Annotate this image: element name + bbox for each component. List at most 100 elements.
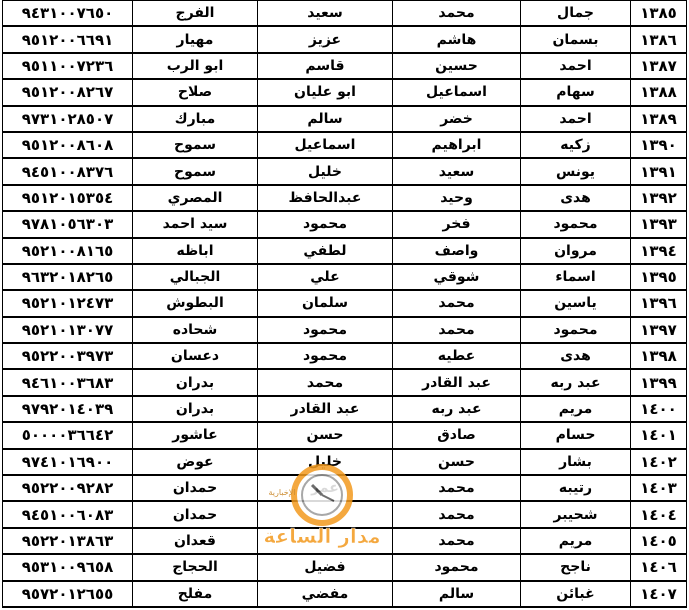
family-name-cell: دعسان [132, 342, 258, 371]
father-name-cell: محمد [392, 500, 521, 529]
first-name-cell: يونس [520, 157, 631, 186]
table-row: ١٣٩٤ مروان واصف لطفي اباظه ٩٥٢١٠٠٨١٦٥ [2, 237, 687, 265]
family-name-cell: عوض [132, 448, 258, 477]
family-name-cell: مبارك [132, 105, 258, 133]
id-number-cell: ٩٤٣١٠٠٧٦٥٠ [2, 0, 133, 28]
grandfather-name-cell: خليل [257, 157, 393, 186]
id-number-cell: ٩٥٢٢٠١٣٨٦٣ [2, 527, 133, 556]
family-name-cell: سموح [132, 131, 258, 160]
id-number-cell: ٩٥٢٢٠٠٩٢٨٢ [2, 474, 133, 503]
id-number-cell: ٩٧٤١٠١٦٩٠٠ [2, 448, 133, 477]
table-row: ١٣٩٣ محمود فخر محمود سيد احمد ٩٧٨١٠٥٦٣٠٣ [2, 210, 687, 239]
watermark-subtext: الإخبارية [269, 488, 296, 498]
watermark-logo: مدار الساعة الإخبارية [263, 464, 381, 548]
first-name-cell: بسمان [520, 25, 631, 54]
father-name-cell: هاشم [392, 25, 521, 54]
row-number-cell: ١٤٠٣ [630, 474, 687, 503]
family-name-cell: سموح [132, 157, 258, 186]
table-row: ١٣٨٧ احمد حسين قاسم ابو الرب ٩٥١١٠٠٧٢٣٦ [2, 52, 687, 81]
grandfather-name-cell: علي [257, 263, 393, 292]
row-number-cell: ١٤٠٦ [630, 553, 687, 582]
id-number-cell: ٩٥١٢٠١٥٣٥٤ [2, 184, 133, 213]
first-name-cell: مريم [520, 527, 631, 556]
family-name-cell: حمدان [132, 500, 258, 529]
first-name-cell: هدى [520, 184, 631, 213]
table-row: ١٤٠٠ مريم عبد ربه عبد القادر بدران ٩٧٩٢٠١٤٠٣٩ [2, 395, 687, 424]
grandfather-name-cell: محمود [257, 316, 393, 345]
father-name-cell: محمد [392, 474, 521, 503]
table-row: ١٣٨٩ احمد خضر سالم مبارك ٩٧٣١٠٢٨٥٠٧ [2, 105, 687, 133]
table-row: ١٣٩٠ زكيه ابراهيم اسماعيل سموح ٩٥١٢٠٠٨٦٠٨ [2, 131, 687, 160]
row-number-cell: ١٣٨٥ [630, 0, 687, 28]
first-name-cell: هدى [520, 342, 631, 371]
id-number-cell: ٩٧٣١٠٢٨٥٠٧ [2, 105, 133, 133]
father-name-cell: عبد القادر [392, 368, 521, 397]
first-name-cell: ناجح [520, 553, 631, 582]
grandfather-name-cell: محمود [257, 342, 393, 371]
father-name-cell: محمد [392, 289, 521, 318]
id-number-cell: ٩٧٩٢٠١٤٠٣٩ [2, 395, 133, 424]
father-name-cell: خضر [392, 105, 521, 133]
table-row: ١٣٩٩ عبد ربه عبد القادر محمد بدران ٩٤٦١٠٠٣٦٨٣ [2, 368, 687, 397]
family-name-cell: الفرج [132, 0, 258, 28]
table-row: ١٣٨٨ سهام اسماعيل ابو عليان صلاح ٩٥١٢٠٠٨٢٦٧ [2, 78, 687, 107]
grandfather-name-cell: سلمان [257, 289, 393, 318]
row-number-cell: ١٣٩٦ [630, 289, 687, 318]
father-name-cell: فخر [392, 210, 521, 239]
father-name-cell: محمود [392, 553, 521, 582]
row-number-cell: ١٤٠٧ [630, 580, 687, 608]
row-number-cell: ١٤٠٠ [630, 395, 687, 424]
id-number-cell: ٩٥١٢٠٠٨٦٠٨ [2, 131, 133, 160]
row-number-cell: ١٣٨٧ [630, 52, 687, 81]
row-number-cell: ١٤٠٤ [630, 500, 687, 529]
family-name-cell: صلاح [132, 78, 258, 107]
id-number-cell: ٥٠٠٠٠٣٦٦٤٢ [2, 421, 133, 450]
first-name-cell: بشار [520, 448, 631, 477]
id-number-cell: ٩٥١٢٠٠٨٢٦٧ [2, 78, 133, 107]
table-row: ١٤٠٥ مريم محمد قعدان ٩٥٢٢٠١٣٨٦٣ [2, 527, 687, 556]
grandfather-name-cell: سعيد [257, 0, 393, 28]
grandfather-name-cell: عزيز [257, 25, 393, 54]
family-name-cell: بدران [132, 395, 258, 424]
id-number-cell: ٩٤٥١٠٠٦٠٨٣ [2, 500, 133, 529]
grandfather-name-cell: محمود [257, 210, 393, 239]
family-name-cell: بدران [132, 368, 258, 397]
row-number-cell: ١٣٨٦ [630, 25, 687, 54]
grandfather-name-cell [257, 527, 393, 556]
family-name-cell: البطوش [132, 289, 258, 318]
grandfather-name-cell: سالم [257, 105, 393, 133]
father-name-cell: عبد ربه [392, 395, 521, 424]
first-name-cell: عبد ربه [520, 368, 631, 397]
table-row: ١٣٩٦ ياسين محمد سلمان البطوش ٩٥٢١٠١٢٤٧٣ [2, 289, 687, 318]
row-number-cell: ١٣٨٨ [630, 78, 687, 107]
father-name-cell: حسين [392, 52, 521, 81]
id-number-cell: ٩٤٥١٠٠٨٣٧٦ [2, 157, 133, 186]
first-name-cell: حسام [520, 421, 631, 450]
family-name-cell: عاشور [132, 421, 258, 450]
id-number-cell: ٩٥٢١٠١٣٠٧٧ [2, 316, 133, 345]
first-name-cell: محمود [520, 210, 631, 239]
grandfather-name-cell: حسن [257, 421, 393, 450]
family-name-cell: مهيار [132, 25, 258, 54]
row-number-cell: ١٣٩٥ [630, 263, 687, 292]
first-name-cell: جمال [520, 0, 631, 28]
id-number-cell: ٩٥٣١٠٠٩٦٥٨ [2, 553, 133, 582]
family-name-cell: حمدان [132, 474, 258, 503]
father-name-cell: محمد [392, 527, 521, 556]
first-name-cell: ياسين [520, 289, 631, 318]
id-number-cell: ٩٥١١٠٠٧٢٣٦ [2, 52, 133, 81]
id-number-cell: ٩٤٦١٠٠٣٦٨٣ [2, 368, 133, 397]
id-number-cell: ٩٥٧٢٠١٢٦٥٥ [2, 580, 133, 608]
first-name-cell: احمد [520, 52, 631, 81]
family-name-cell: اباظه [132, 237, 258, 265]
row-number-cell: ١٣٩٨ [630, 342, 687, 371]
grandfather-name-cell: مفضي [257, 580, 393, 608]
family-name-cell: شحاده [132, 316, 258, 345]
grandfather-name-cell: ابو عليان [257, 78, 393, 107]
family-name-cell: مفلح [132, 580, 258, 608]
grandfather-name-cell: فضيل [257, 553, 393, 582]
id-number-cell: ٩٦٣٢٠١٨٢٦٥ [2, 263, 133, 292]
grandfather-name-cell: اسماعيل [257, 131, 393, 160]
father-name-cell: صادق [392, 421, 521, 450]
id-number-cell: ٩٥٢٢٠٠٣٩٧٣ [2, 342, 133, 371]
